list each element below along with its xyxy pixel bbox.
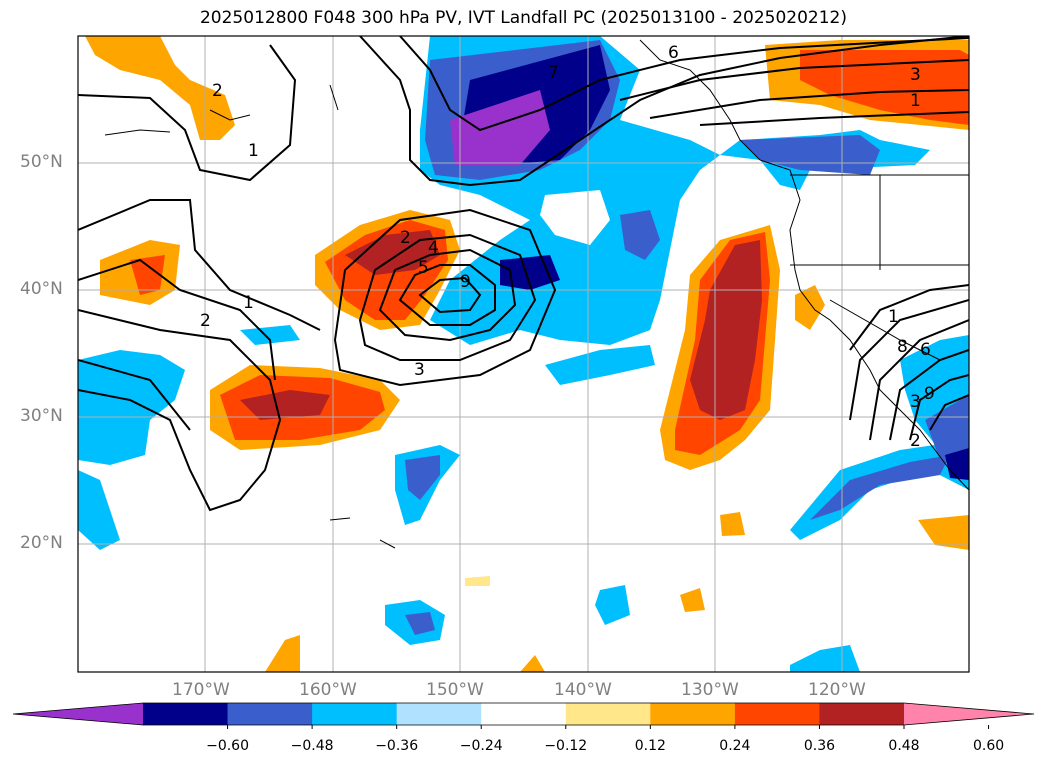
colorbar-outline [12,702,1035,726]
colorbar-tick-label: −0.36 [375,738,419,754]
neg-region-socal-core [945,448,969,480]
neg-region-west [78,350,185,465]
pos-region-subtropical-max [240,390,330,420]
colorbar-segment [734,703,820,725]
contour-label: 2 [400,228,411,248]
lon-label-140w: 140°W [554,680,612,700]
lat-label-40: 40°N [20,279,63,299]
colorbar [12,702,1035,729]
neg-region-small [240,325,300,345]
contour-label: 9 [460,272,471,292]
neg-region-southeast-core [810,455,950,520]
neg-region-inner-hole [540,190,610,245]
contour-label: 6 [920,340,931,360]
coastlines [104,39,969,549]
contour-label: 2 [910,431,921,451]
colorbar-segment [312,703,398,725]
colorbar-tick-label: 0.60 [972,738,1005,754]
neg-region-east [740,135,880,175]
pos-region-small-f [520,655,545,672]
contour-label: 1 [888,307,899,327]
pv-contours [78,36,969,512]
colorbar-segment [565,703,651,725]
contour-label: 2 [200,311,211,331]
pos-region-small-g [465,576,490,586]
neg-region-south-b [595,585,630,625]
contour-label: 7 [548,63,559,83]
contour-label: 9 [924,384,935,404]
lon-label-130w: 130°W [681,680,739,700]
neg-region-extreme [450,90,550,165]
contour-label: 1 [243,293,254,313]
contour-label: 1 [910,91,921,111]
colorbar-segment [227,703,313,725]
colorbar-segment [650,703,736,725]
map-border [77,35,970,673]
lon-label-120w: 120°W [808,680,866,700]
pos-region-eastern-ridge-max [690,240,762,420]
pos-region-central-max [345,230,440,275]
colorbar-segment [481,703,567,725]
lat-label-20: 20°N [20,533,63,553]
lon-label-150w: 150°W [426,680,484,700]
lon-label-160w: 160°W [299,680,357,700]
pos-region-gulf-alaska [85,36,235,140]
colorbar-extend-high [904,703,1034,725]
pos-region-west-core [130,255,165,295]
contour-label: 1 [248,141,259,161]
neg-region-south-a-core [405,612,435,635]
colorbar-segment [396,703,482,725]
colorbar-tick-label: −0.24 [459,738,503,754]
colorbar-tick-label: 0.24 [719,738,751,754]
colorbar-tick-label: 0.12 [634,738,666,754]
pos-region-small-d [680,588,705,612]
neg-region-band [545,345,655,385]
contour-label: 3 [414,360,425,380]
contour-label: 5 [418,258,429,278]
pos-region-small-c [720,512,745,536]
colorbar-extend-low [13,703,143,725]
pos-region-small-a [795,285,825,330]
contour-label: 6 [668,43,679,63]
lat-label-30: 30°N [20,406,63,426]
neg-region-central-core [405,455,440,500]
pos-region-small-b [918,515,969,550]
contour-label: 3 [910,392,921,412]
neg-region-blob-b [620,210,660,260]
colorbar-tick-label: 0.36 [803,738,836,754]
contour-label: 3 [910,65,921,85]
contour-label: 2 [212,81,223,101]
colorbar-tick-label: −0.12 [544,738,588,754]
neg-region-west-b [78,470,120,550]
map-title: 2025012800 F048 300 hPa PV, IVT Landfall… [199,8,847,28]
contour-labels: 2 1 7 6 3 1 2 4 5 9 1 2 3 1 8 3 9 2 6 [200,43,935,451]
graticule [78,36,969,672]
pv-shading [78,36,969,672]
pos-region-small-e [265,635,300,672]
colorbar-tick-label: 0.48 [888,738,920,754]
colorbar-tick-label: −0.48 [290,738,334,754]
colorbar-segment [143,703,229,725]
lat-label-50: 50°N [20,152,63,172]
lon-label-170w: 170°W [172,680,230,700]
contour-label: 4 [428,238,439,258]
colorbar-segment [819,703,905,725]
contour-label: 8 [897,337,908,357]
colorbar-tick-label: −0.60 [206,738,249,754]
